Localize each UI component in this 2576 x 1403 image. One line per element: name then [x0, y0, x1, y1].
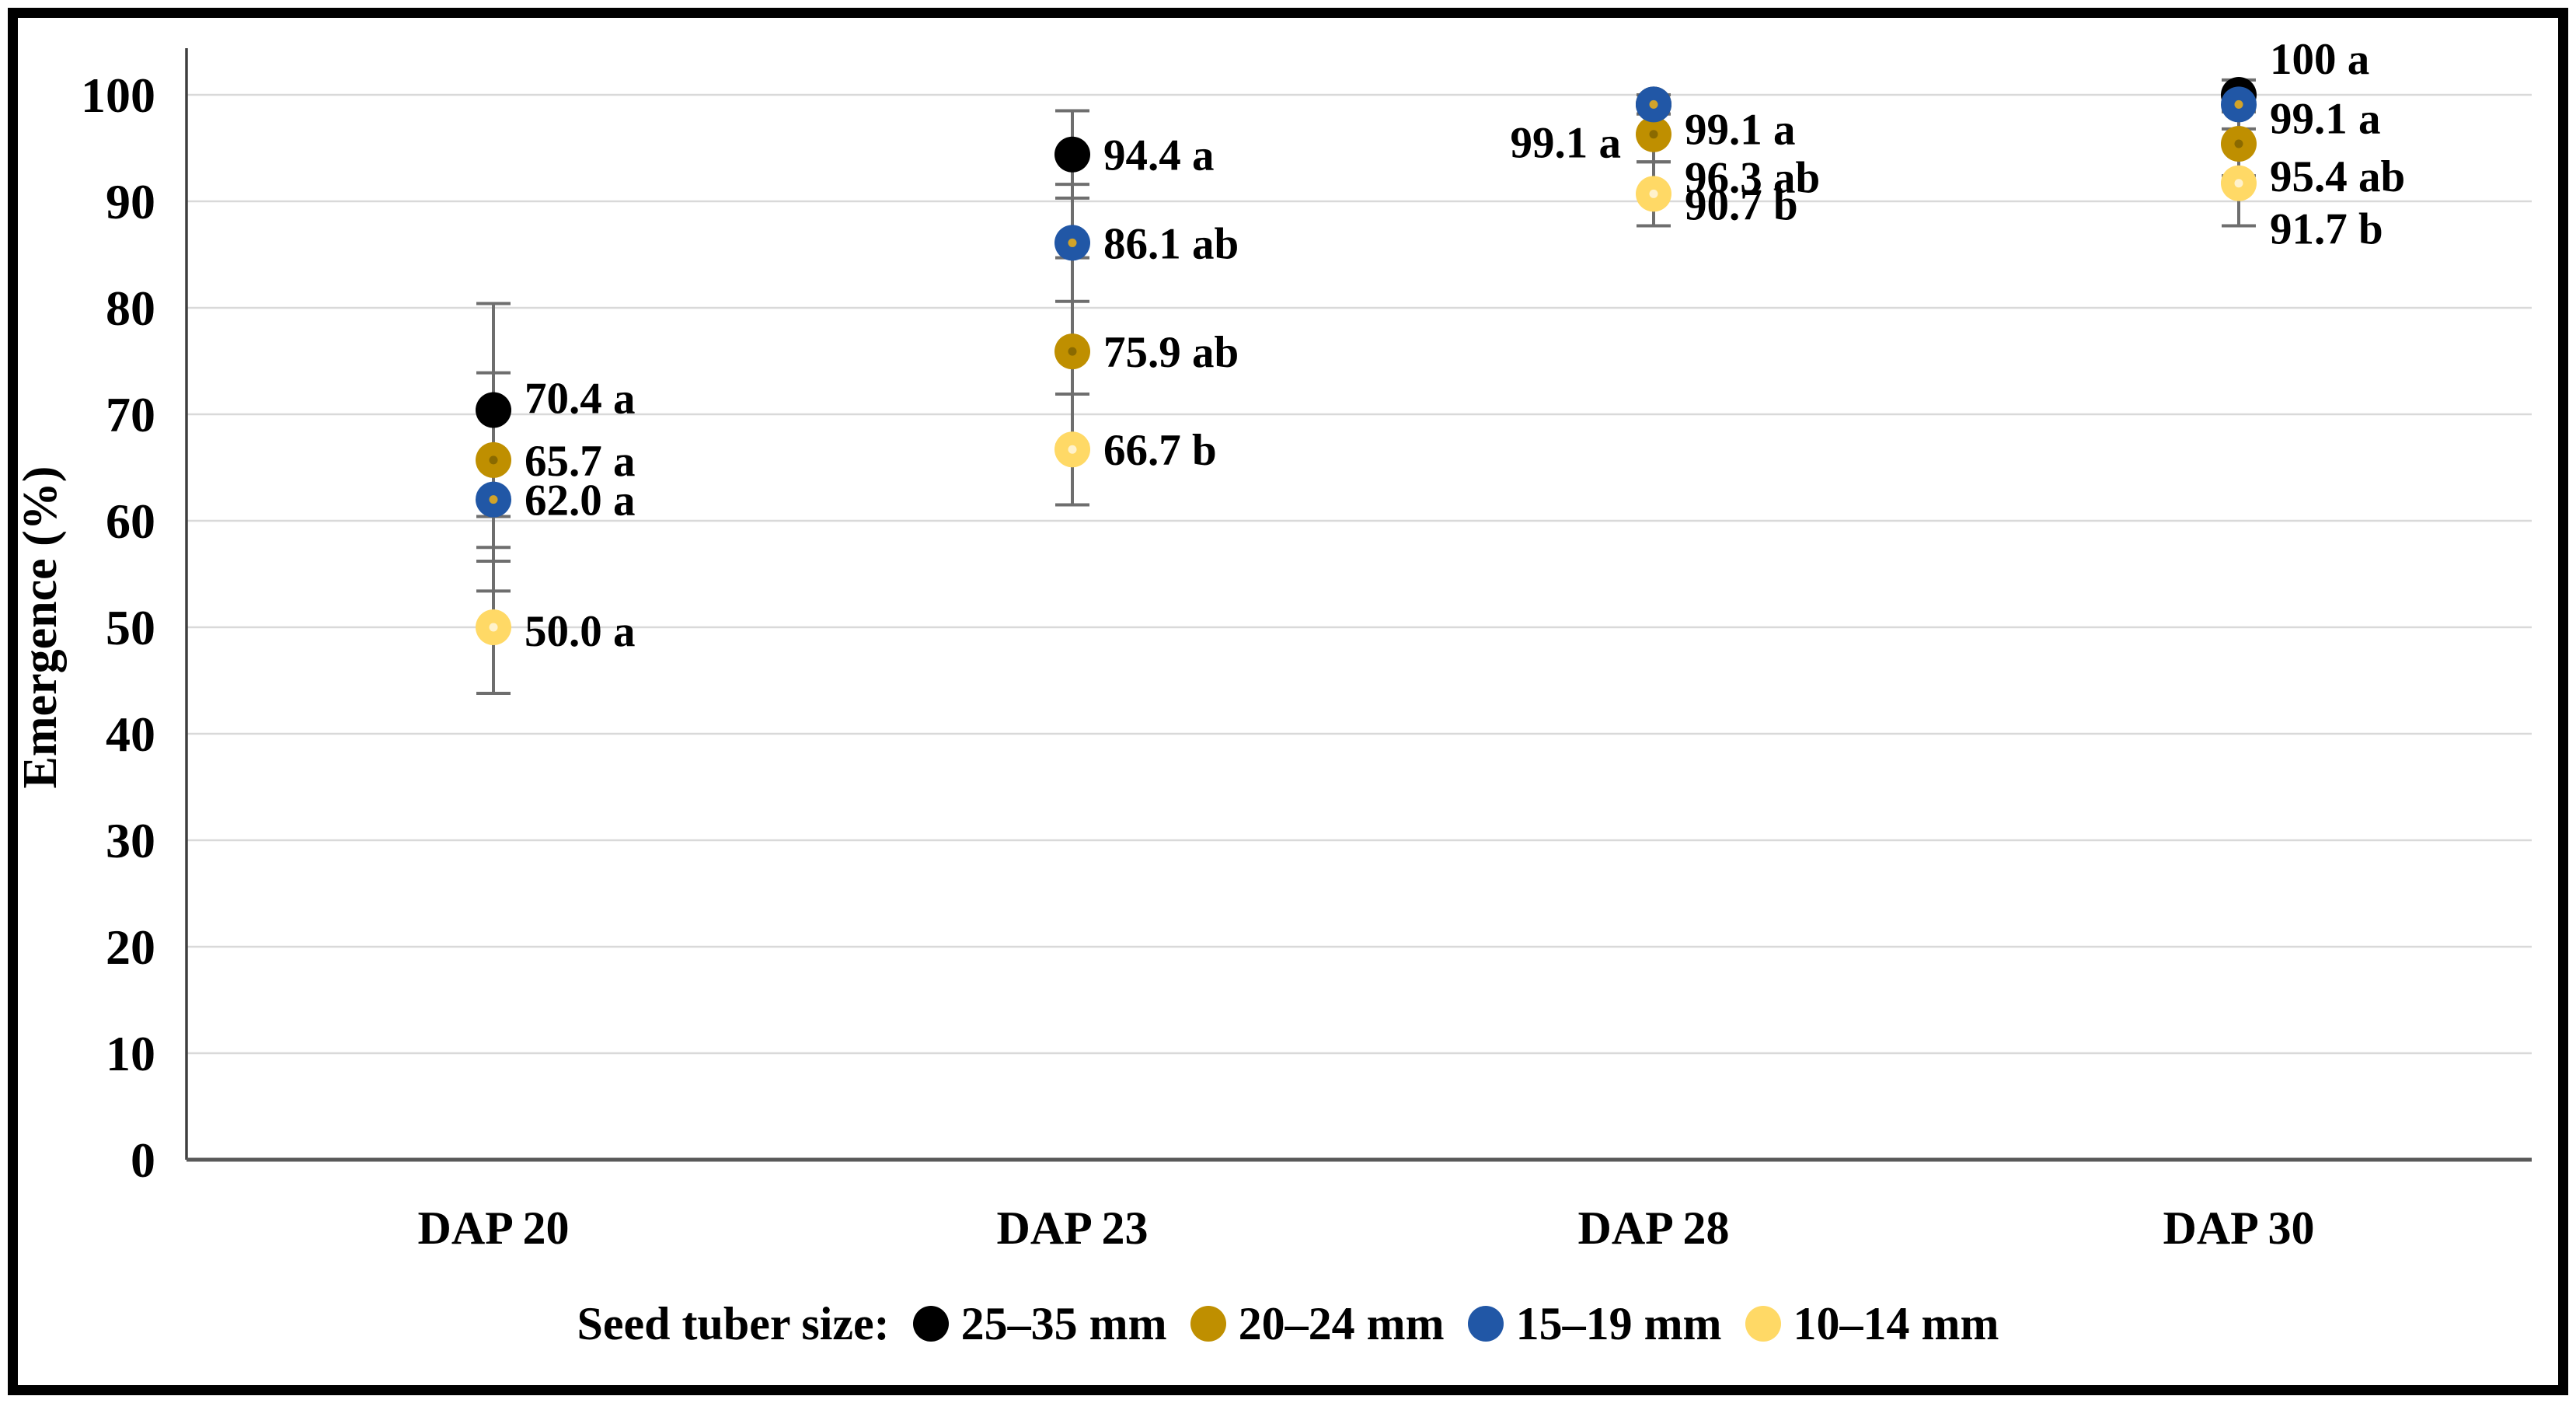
legend-item-label: 10–14 mm [1793, 1297, 1999, 1349]
value-label: 90.7 b [1685, 180, 1798, 229]
data-point-center-dot [1068, 347, 1077, 356]
value-label: 91.7 b [2270, 205, 2383, 254]
chart-legend: Seed tuber size: 25–35 mm 20–24 mm 15–19… [0, 1281, 2576, 1366]
value-label: 100 a [2270, 35, 2369, 84]
x-category-label: DAP 20 [418, 1202, 570, 1254]
data-point-center-dot [1068, 445, 1077, 454]
value-label: 65.7 a [525, 437, 636, 486]
y-tick-label: 10 [106, 1026, 155, 1081]
legend-item-label: 25–35 mm [960, 1297, 1167, 1349]
value-label: 62.0 a [525, 476, 636, 525]
value-label: 96.3 ab [1685, 154, 1820, 203]
y-tick-label: 80 [106, 281, 155, 336]
data-point [476, 392, 511, 428]
value-label: 75.9 ab [1103, 328, 1239, 377]
y-tick-label: 100 [81, 68, 155, 123]
x-category-label: DAP 28 [1578, 1202, 1730, 1254]
series-marker-icon [1745, 1306, 1781, 1342]
legend-item-20-24mm: 20–24 mm [1190, 1297, 1445, 1351]
data-point-center-dot [1068, 238, 1077, 247]
legend-item-25-35mm: 25–35 mm [912, 1297, 1167, 1351]
y-tick-label: 30 [106, 813, 155, 868]
data-point-center-dot [489, 623, 498, 632]
y-tick-label: 90 [106, 174, 155, 229]
data-point-center-dot [1649, 99, 1658, 109]
legend-item-15-19mm: 15–19 mm [1467, 1297, 1722, 1351]
legend-item-10-14mm: 10–14 mm [1745, 1297, 1999, 1351]
series-marker-icon [912, 1306, 949, 1342]
y-tick-label: 60 [106, 494, 155, 549]
y-tick-label: 0 [131, 1133, 155, 1188]
value-label: 95.4 ab [2270, 152, 2405, 201]
value-label: 99.1 a [1511, 118, 1622, 167]
data-point-center-dot [1649, 189, 1658, 198]
value-label: 99.1 a [2270, 94, 2381, 143]
x-category-label: DAP 30 [2163, 1202, 2315, 1254]
value-label: 86.1 ab [1103, 219, 1239, 268]
series-marker-icon [1467, 1306, 1504, 1342]
data-point-center-dot [2234, 179, 2243, 188]
value-label: 50.0 a [525, 607, 636, 656]
data-point-center-dot [489, 455, 498, 465]
data-point-center-dot [2234, 139, 2243, 148]
legend-title: Seed tuber size: [577, 1297, 890, 1349]
y-tick-label: 40 [106, 707, 155, 762]
value-label: 66.7 b [1103, 426, 1217, 475]
value-label: 70.4 a [525, 375, 636, 424]
legend-item-label: 20–24 mm [1238, 1297, 1445, 1349]
value-label: 99.1 a [1685, 105, 1796, 154]
x-category-label: DAP 23 [997, 1202, 1149, 1254]
value-label: 94.4 a [1103, 131, 1215, 180]
data-point-center-dot [489, 495, 498, 504]
y-tick-label: 20 [106, 920, 155, 975]
y-axis-title: Emergence (%) [14, 466, 67, 789]
series-marker-icon [1190, 1306, 1226, 1342]
y-tick-label: 50 [106, 600, 155, 655]
figure-frame [8, 8, 2568, 1395]
data-point [1054, 136, 1090, 173]
data-point-center-dot [2234, 99, 2243, 109]
data-point-center-dot [1649, 130, 1658, 139]
legend-item-label: 15–19 mm [1515, 1297, 1722, 1349]
y-tick-label: 70 [106, 387, 155, 442]
